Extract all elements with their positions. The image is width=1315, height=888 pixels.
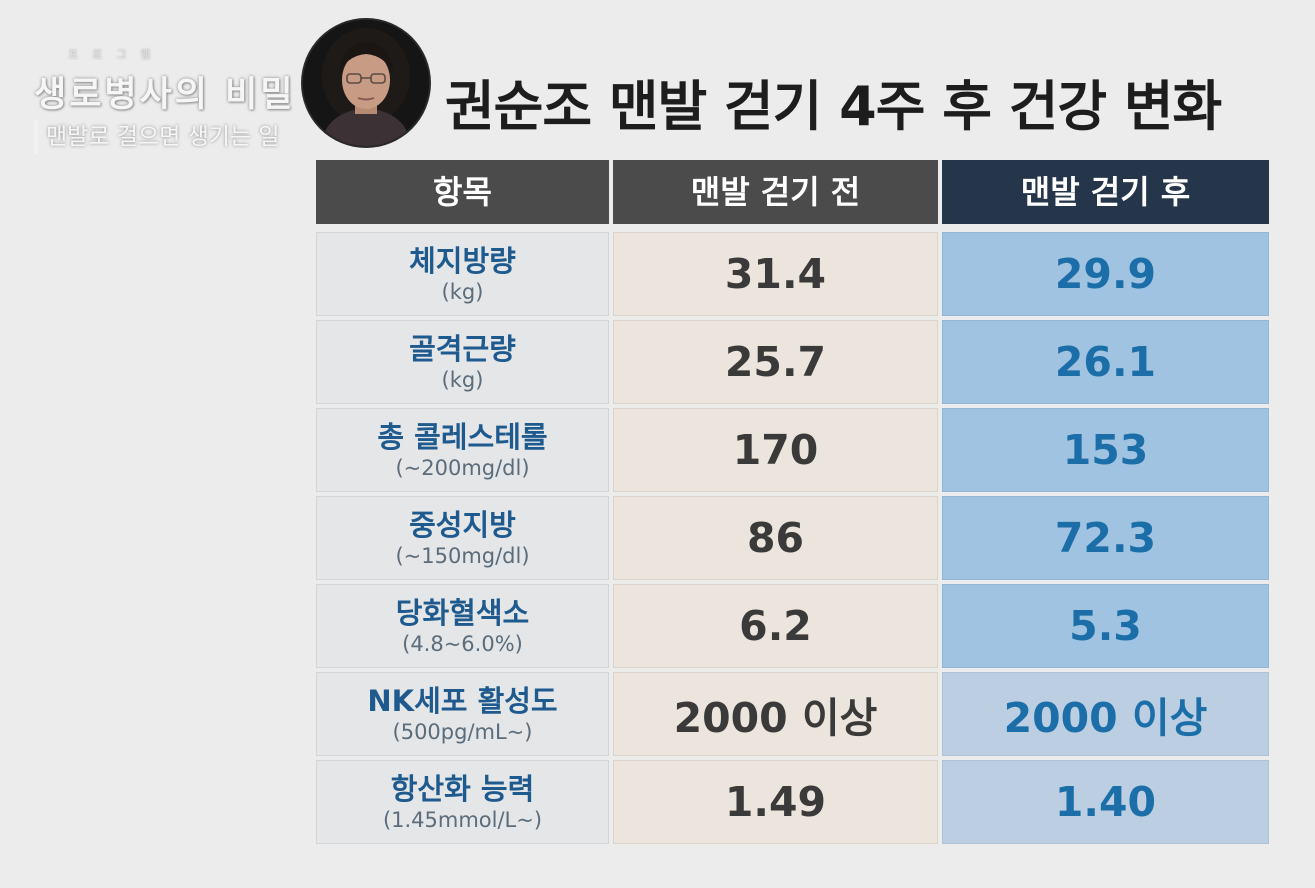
page-title: 권순조 맨발 걷기 4주 후 건강 변화 [445,75,1222,138]
item-name: 골격근량 [409,332,516,366]
item-cell: 당화혈색소 (4.8~6.0%) [316,584,609,668]
item-cell: 항산화 능력 (1.45mmol/L~) [316,760,609,844]
before-value: 1.49 [613,760,938,844]
before-value: 6.2 [613,584,938,668]
table-row: NK세포 활성도 (500pg/mL~) 2000 이상 2000 이상 [316,672,1273,756]
after-value: 2000 이상 [942,672,1269,756]
logo-small-text: 프로그램 [68,48,165,61]
after-value: 26.1 [942,320,1269,404]
item-unit: (1.45mmol/L~) [382,808,543,832]
item-name: NK세포 활성도 [367,684,558,718]
before-value: 31.4 [613,232,938,316]
item-cell: 총 콜레스테롤 (~200mg/dl) [316,408,609,492]
logo-main-text: 생로병사의 비밀 [34,75,296,115]
health-change-table: 항목 맨발 걷기 전 맨발 걷기 후 체지방량 (kg) 31.4 29.9 골… [316,160,1273,848]
after-value: 5.3 [942,584,1269,668]
table-row: 중성지방 (~150mg/dl) 86 72.3 [316,496,1273,580]
table-row: 당화혈색소 (4.8~6.0%) 6.2 5.3 [316,584,1273,668]
item-name: 항산화 능력 [390,772,535,806]
logo-subtitle: 맨발로 걸으면 생기는 일 [34,120,280,154]
header-item: 항목 [316,160,609,224]
header-after: 맨발 걷기 후 [942,160,1269,224]
item-unit: (~200mg/dl) [395,456,530,480]
table-row: 체지방량 (kg) 31.4 29.9 [316,232,1273,316]
table-header-row: 항목 맨발 걷기 전 맨발 걷기 후 [316,160,1273,224]
before-value: 25.7 [613,320,938,404]
person-portrait-icon [303,20,429,146]
after-value: 29.9 [942,232,1269,316]
item-unit: (~150mg/dl) [395,544,530,568]
item-unit: (4.8~6.0%) [402,632,523,656]
item-unit: (kg) [441,280,484,304]
item-cell: NK세포 활성도 (500pg/mL~) [316,672,609,756]
item-cell: 체지방량 (kg) [316,232,609,316]
avatar [303,20,429,146]
before-value: 170 [613,408,938,492]
item-cell: 중성지방 (~150mg/dl) [316,496,609,580]
table-row: 항산화 능력 (1.45mmol/L~) 1.49 1.40 [316,760,1273,844]
table-row: 총 콜레스테롤 (~200mg/dl) 170 153 [316,408,1273,492]
item-unit: (500pg/mL~) [392,720,533,744]
after-value: 153 [942,408,1269,492]
item-cell: 골격근량 (kg) [316,320,609,404]
header-before: 맨발 걷기 전 [613,160,938,224]
item-name: 당화혈색소 [395,596,530,630]
before-value: 86 [613,496,938,580]
item-name: 중성지방 [409,508,516,542]
item-name: 체지방량 [409,244,516,278]
after-value: 72.3 [942,496,1269,580]
before-value: 2000 이상 [613,672,938,756]
table-row: 골격근량 (kg) 25.7 26.1 [316,320,1273,404]
program-logo: 프로그램 생로병사의 비밀 맨발로 걸으면 생기는 일 [34,42,304,162]
after-value: 1.40 [942,760,1269,844]
item-unit: (kg) [441,368,484,392]
item-name: 총 콜레스테롤 [377,420,548,454]
